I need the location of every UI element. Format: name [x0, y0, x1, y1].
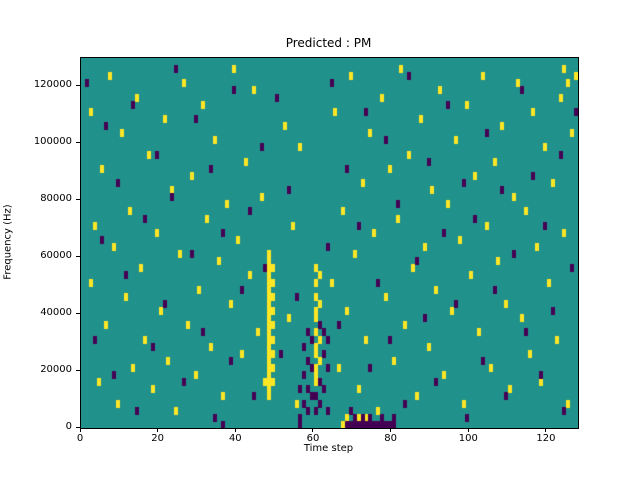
x-tick-label: 40 [228, 433, 242, 444]
heatmap-canvas [81, 58, 578, 428]
x-tick-label: 100 [458, 433, 478, 444]
x-tick-mark [390, 428, 392, 432]
y-tick-mark [76, 198, 80, 200]
y-tick-mark [76, 141, 80, 143]
y-tick-mark [76, 84, 80, 86]
y-tick-mark [76, 255, 80, 257]
y-tick-label: 80000 [40, 193, 72, 205]
x-tick-mark [545, 428, 547, 432]
y-axis-label: Frequency (Hz) [2, 204, 14, 280]
y-tick-label: 0 [65, 421, 72, 432]
y-tick-label: 40000 [40, 307, 72, 319]
y-tick-mark [76, 426, 80, 428]
x-tick-mark [234, 428, 236, 432]
x-axis-label: Time step [303, 443, 354, 454]
x-tick-mark [467, 428, 469, 432]
x-tick-mark [157, 428, 159, 432]
y-tick-label: 20000 [40, 364, 72, 376]
plot-axes [80, 57, 579, 429]
x-tick-mark [79, 428, 81, 432]
plot-title: Predicted : PM [285, 36, 372, 50]
x-tick-label: 120 [536, 433, 556, 444]
y-tick-mark [76, 312, 80, 314]
y-tick-label: 60000 [40, 250, 72, 262]
x-tick-label: 60 [306, 433, 320, 444]
x-tick-label: 0 [76, 433, 84, 444]
y-tick-mark [76, 369, 80, 371]
x-tick-label: 20 [151, 433, 165, 444]
y-tick-label: 120000 [33, 79, 72, 91]
x-tick-mark [312, 428, 314, 432]
y-tick-label: 100000 [33, 136, 72, 148]
x-tick-label: 80 [384, 433, 397, 444]
